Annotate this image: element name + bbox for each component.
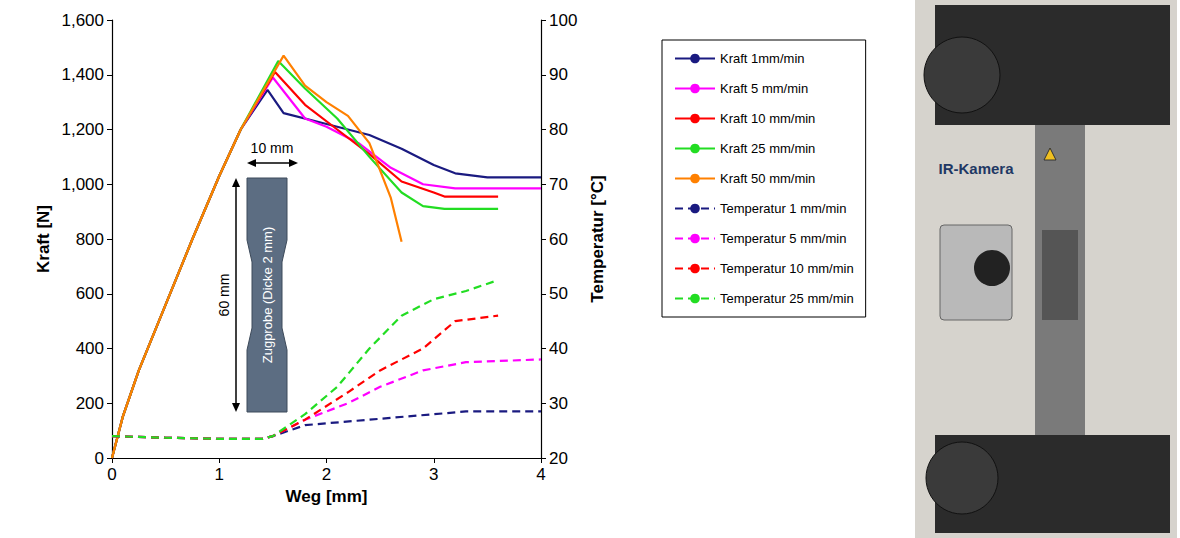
svg-text:0: 0: [107, 465, 116, 484]
svg-text:Temperatur [°C]: Temperatur [°C]: [588, 175, 607, 302]
svg-text:30: 30: [549, 394, 568, 413]
svg-text:Kraft [N]: Kraft [N]: [34, 205, 53, 273]
svg-text:1,000: 1,000: [61, 175, 104, 194]
svg-text:600: 600: [76, 284, 104, 303]
svg-text:Weg [mm]: Weg [mm]: [286, 487, 368, 506]
svg-text:60: 60: [549, 230, 568, 249]
svg-text:1,600: 1,600: [61, 11, 104, 30]
svg-text:1,400: 1,400: [61, 65, 104, 84]
svg-text:Kraft 25 mm/min: Kraft 25 mm/min: [720, 141, 815, 156]
svg-text:Kraft 5 mm/min: Kraft 5 mm/min: [720, 81, 808, 96]
svg-text:Zugprobe (Dicke 2 mm): Zugprobe (Dicke 2 mm): [260, 227, 275, 364]
svg-text:90: 90: [549, 65, 568, 84]
svg-text:20: 20: [549, 449, 568, 468]
svg-text:40: 40: [549, 339, 568, 358]
svg-text:0: 0: [95, 449, 104, 468]
svg-text:Temperatur 10 mm/min: Temperatur 10 mm/min: [720, 261, 854, 276]
svg-text:3: 3: [429, 465, 438, 484]
svg-text:100: 100: [549, 11, 577, 30]
svg-text:Kraft 1mm/min: Kraft 1mm/min: [720, 51, 805, 66]
svg-text:Temperatur 5 mm/min: Temperatur 5 mm/min: [720, 231, 846, 246]
svg-text:Temperatur 25 mm/min: Temperatur 25 mm/min: [720, 291, 854, 306]
svg-text:800: 800: [76, 230, 104, 249]
svg-text:400: 400: [76, 339, 104, 358]
svg-text:Kraft 50 mm/min: Kraft 50 mm/min: [720, 171, 815, 186]
svg-text:Kraft 10 mm/min: Kraft 10 mm/min: [720, 111, 815, 126]
svg-text:60 mm: 60 mm: [216, 274, 232, 317]
svg-text:80: 80: [549, 120, 568, 139]
svg-text:4: 4: [536, 465, 545, 484]
svg-text:1: 1: [215, 465, 224, 484]
svg-text:10 mm: 10 mm: [251, 140, 294, 156]
svg-text:200: 200: [76, 394, 104, 413]
svg-text:1,200: 1,200: [61, 120, 104, 139]
svg-text:50: 50: [549, 284, 568, 303]
svg-text:Temperatur 1 mm/min: Temperatur 1 mm/min: [720, 201, 846, 216]
svg-text:2: 2: [322, 465, 331, 484]
svg-text:70: 70: [549, 175, 568, 194]
svg-text:IR-Kamera: IR-Kamera: [938, 160, 1014, 177]
